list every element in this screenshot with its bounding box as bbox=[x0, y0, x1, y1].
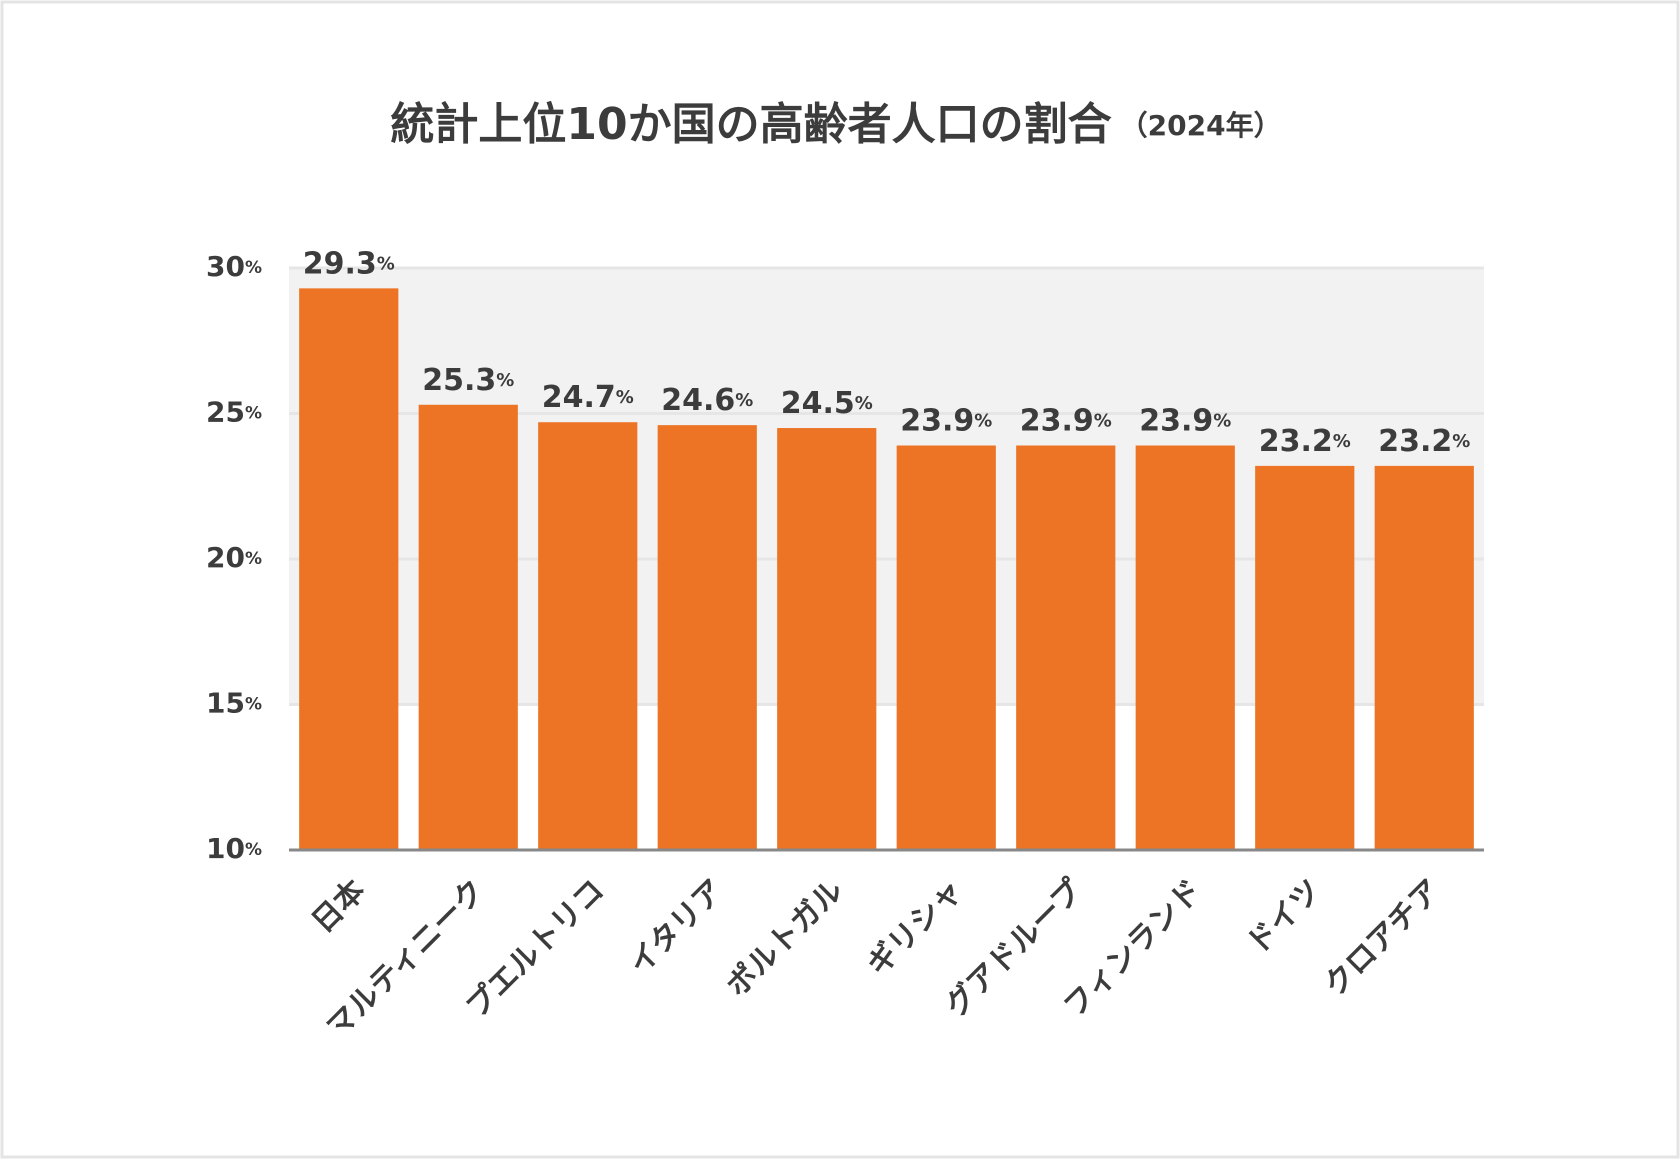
label-number: 23.2 bbox=[1259, 423, 1333, 458]
label-number: 23.2 bbox=[1378, 423, 1452, 458]
data-label: 24.7% bbox=[542, 380, 634, 415]
label-unit: % bbox=[377, 253, 395, 274]
bar bbox=[657, 425, 757, 850]
bar bbox=[1255, 465, 1355, 850]
y-tick-label: 30% bbox=[206, 250, 262, 283]
label-number: 24.5 bbox=[781, 386, 855, 421]
title-main: 統計上位10か国の高齢者人口の割合 bbox=[390, 99, 1111, 150]
label-number: 24.6 bbox=[661, 383, 735, 418]
label-unit: % bbox=[245, 840, 262, 860]
label-number: 15 bbox=[206, 687, 245, 720]
data-label: 23.9% bbox=[1139, 403, 1231, 438]
label-unit: % bbox=[245, 549, 262, 569]
data-label: 23.2% bbox=[1378, 423, 1470, 458]
y-tick-label: 15% bbox=[206, 687, 262, 720]
data-label: 29.3% bbox=[303, 246, 395, 281]
label-unit: % bbox=[245, 258, 262, 278]
grid-band bbox=[289, 268, 1484, 414]
label-unit: % bbox=[1094, 411, 1112, 432]
data-label: 24.5% bbox=[781, 386, 873, 421]
bar bbox=[777, 428, 877, 850]
label-unit: % bbox=[974, 411, 992, 432]
label-number: 25 bbox=[206, 396, 245, 429]
y-tick-label: 25% bbox=[206, 396, 262, 429]
bar bbox=[1016, 445, 1116, 850]
label-unit: % bbox=[616, 387, 634, 408]
bar bbox=[418, 404, 518, 850]
label-number: 10 bbox=[206, 832, 245, 865]
data-label: 23.2% bbox=[1259, 423, 1351, 458]
data-label: 23.9% bbox=[900, 403, 992, 438]
label-unit: % bbox=[735, 390, 753, 411]
label-unit: % bbox=[245, 695, 262, 715]
label-unit: % bbox=[1213, 411, 1231, 432]
data-label: 23.9% bbox=[1020, 403, 1112, 438]
label-unit: % bbox=[1333, 431, 1351, 452]
label-unit: % bbox=[855, 393, 873, 414]
label-number: 20 bbox=[206, 541, 245, 574]
bar bbox=[896, 445, 996, 850]
label-number: 30 bbox=[206, 250, 245, 283]
bar bbox=[1135, 445, 1235, 850]
y-tick-label: 20% bbox=[206, 541, 262, 574]
label-unit: % bbox=[496, 370, 514, 391]
data-label: 25.3% bbox=[422, 362, 514, 397]
label-number: 25.3 bbox=[422, 362, 496, 397]
label-number: 29.3 bbox=[303, 246, 377, 281]
bar bbox=[299, 288, 399, 850]
bar bbox=[538, 422, 638, 850]
label-number: 23.9 bbox=[1139, 403, 1213, 438]
chart-title: 統計上位10か国の高齢者人口の割合 （2024年） bbox=[390, 99, 1281, 150]
label-number: 23.9 bbox=[1020, 403, 1094, 438]
label-unit: % bbox=[1452, 431, 1470, 452]
data-label: 24.6% bbox=[661, 383, 753, 418]
y-tick-label: 10% bbox=[206, 832, 262, 865]
bar bbox=[1374, 465, 1474, 850]
label-unit: % bbox=[245, 404, 262, 424]
label-number: 23.9 bbox=[900, 403, 974, 438]
chart-subtitle: （2024年） bbox=[1120, 109, 1282, 142]
label-number: 24.7 bbox=[542, 380, 616, 415]
